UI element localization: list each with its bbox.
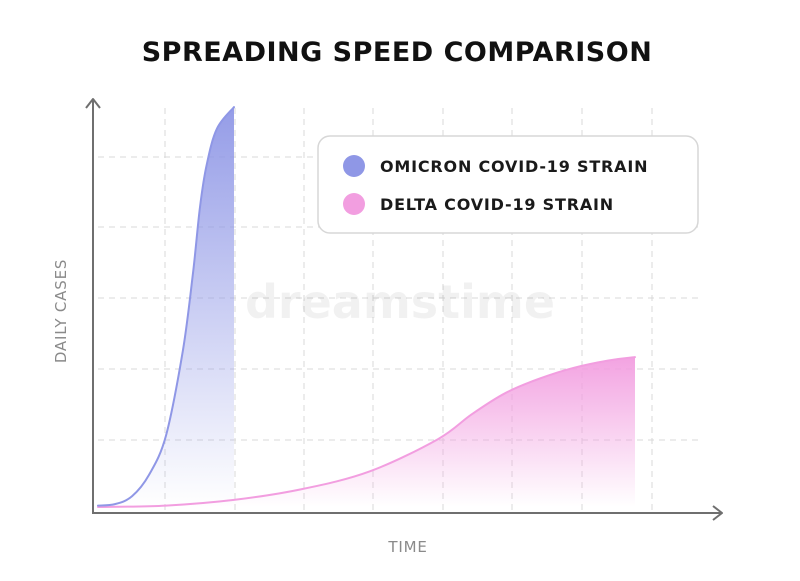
y-axis-label: DAILY CASES bbox=[52, 259, 70, 363]
series-area-omicron bbox=[98, 107, 234, 507]
series-area-delta bbox=[98, 357, 635, 507]
series-line-delta bbox=[97, 356, 636, 508]
legend-swatch-delta bbox=[343, 193, 365, 215]
series-areas bbox=[98, 107, 635, 507]
y-axis-arrow bbox=[85, 98, 101, 109]
legend-box bbox=[317, 135, 699, 234]
x-axis-label: TIME bbox=[387, 538, 427, 556]
x-axis-arrow bbox=[712, 505, 723, 521]
legend-swatch-omicron bbox=[343, 155, 365, 177]
axes bbox=[85, 98, 723, 521]
legend-label-omicron: OMICRON COVID-19 STRAIN bbox=[380, 157, 648, 176]
watermark-text: dreamstime bbox=[245, 275, 555, 329]
series-lines bbox=[97, 106, 636, 508]
legend: OMICRON COVID-19 STRAIN DELTA COVID-19 S… bbox=[317, 135, 699, 234]
series-line-omicron bbox=[97, 106, 235, 507]
legend-label-delta: DELTA COVID-19 STRAIN bbox=[380, 195, 614, 214]
chart-title: SPREADING SPEED COMPARISON bbox=[142, 37, 653, 68]
